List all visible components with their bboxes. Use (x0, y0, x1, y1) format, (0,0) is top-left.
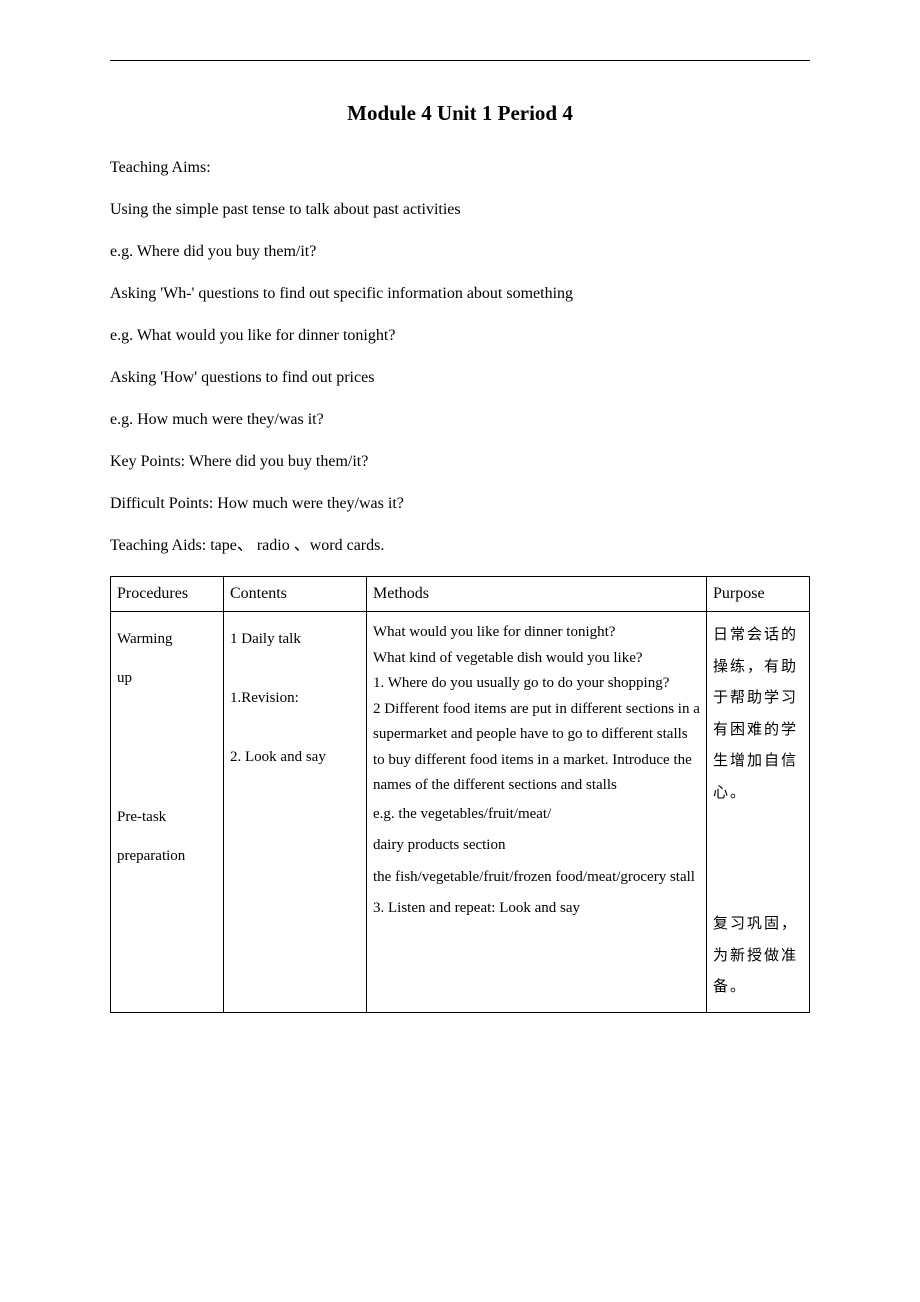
aim-2-example: e.g. What would you like for dinner toni… (110, 324, 810, 348)
aim-3: Asking 'How' questions to find out price… (110, 366, 810, 390)
proc-pretask: Pre-task (117, 798, 217, 837)
content-revision: 1.Revision: (230, 679, 360, 718)
proc-warming: Warming (117, 620, 217, 659)
purpose-1: 日常会话的操练，有助于帮助学习有困难的学生增加自信心。 (713, 620, 803, 809)
aim-1-example: e.g. Where did you buy them/it? (110, 240, 810, 264)
method-eg2: dairy products section (373, 830, 700, 862)
method-2: 2 Different food items are put in differ… (373, 697, 700, 799)
cell-methods: What would you like for dinner tonight? … (367, 612, 707, 1013)
header-contents: Contents (224, 577, 367, 612)
method-q2: What kind of vegetable dish would you li… (373, 646, 700, 672)
key-points: Key Points: Where did you buy them/it? (110, 450, 810, 474)
content-spacer-1 (230, 659, 360, 679)
content-spacer-2 (230, 718, 360, 738)
cell-contents: 1 Daily talk 1.Revision: 2. Look and say (224, 612, 367, 1013)
purpose-2: 复习巩固，为新授做准备。 (713, 909, 803, 1004)
header-methods: Methods (367, 577, 707, 612)
teaching-aids: Teaching Aids: tape、 radio 、word cards. (110, 534, 810, 558)
method-1: 1. Where do you usually go to do your sh… (373, 671, 700, 697)
content-look-say: 2. Look and say (230, 738, 360, 777)
lesson-table: Procedures Contents Methods Purpose Warm… (110, 576, 810, 1013)
difficult-points: Difficult Points: How much were they/was… (110, 492, 810, 516)
method-eg3: the fish/vegetable/fruit/frozen food/mea… (373, 862, 700, 894)
proc-spacer (117, 698, 217, 798)
cell-procedures: Warming up Pre-task preparation (111, 612, 224, 1013)
teaching-aims-heading: Teaching Aims: (110, 156, 810, 180)
aim-2: Asking 'Wh-' questions to find out speci… (110, 282, 810, 306)
top-divider (110, 60, 810, 61)
purpose-spacer (713, 849, 803, 909)
document-page: Module 4 Unit 1 Period 4 Teaching Aims: … (0, 0, 920, 1053)
aim-1: Using the simple past tense to talk abou… (110, 198, 810, 222)
content-daily-talk: 1 Daily talk (230, 620, 360, 659)
proc-preparation: preparation (117, 837, 217, 876)
page-title: Module 4 Unit 1 Period 4 (110, 101, 810, 126)
cell-purpose: 日常会话的操练，有助于帮助学习有困难的学生增加自信心。 复习巩固，为新授做准备。 (707, 612, 810, 1013)
table-row: Warming up Pre-task preparation 1 Daily … (111, 612, 810, 1013)
header-procedures: Procedures (111, 577, 224, 612)
method-3: 3. Listen and repeat: Look and say (373, 893, 700, 925)
table-header-row: Procedures Contents Methods Purpose (111, 577, 810, 612)
method-eg1: e.g. the vegetables/fruit/meat/ (373, 799, 700, 831)
aim-3-example: e.g. How much were they/was it? (110, 408, 810, 432)
proc-up: up (117, 659, 217, 698)
header-purpose: Purpose (707, 577, 810, 612)
method-q1: What would you like for dinner tonight? (373, 620, 700, 646)
